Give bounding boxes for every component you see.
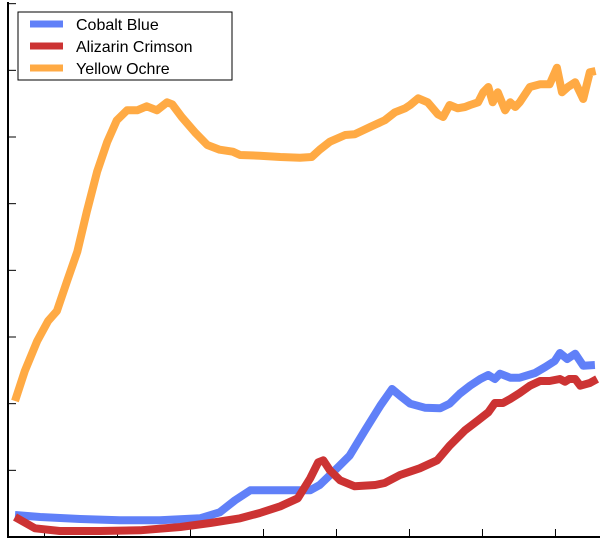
series-line-alizarin-crimson (13, 375, 600, 535)
legend: Cobalt Blue Alizarin Crimson Yellow Ochr… (17, 11, 233, 81)
series-line-cobalt-blue (14, 349, 596, 525)
legend-label-alizarin-crimson: Alizarin Crimson (76, 39, 192, 56)
series-line-yellow-ochre (11, 63, 597, 403)
ticks (8, 3, 556, 537)
axes (7, 2, 600, 538)
legend-label-yellow-ochre: Yellow Ochre (76, 61, 170, 78)
legend-label-cobalt-blue: Cobalt Blue (76, 17, 159, 34)
series-lines (11, 63, 600, 535)
